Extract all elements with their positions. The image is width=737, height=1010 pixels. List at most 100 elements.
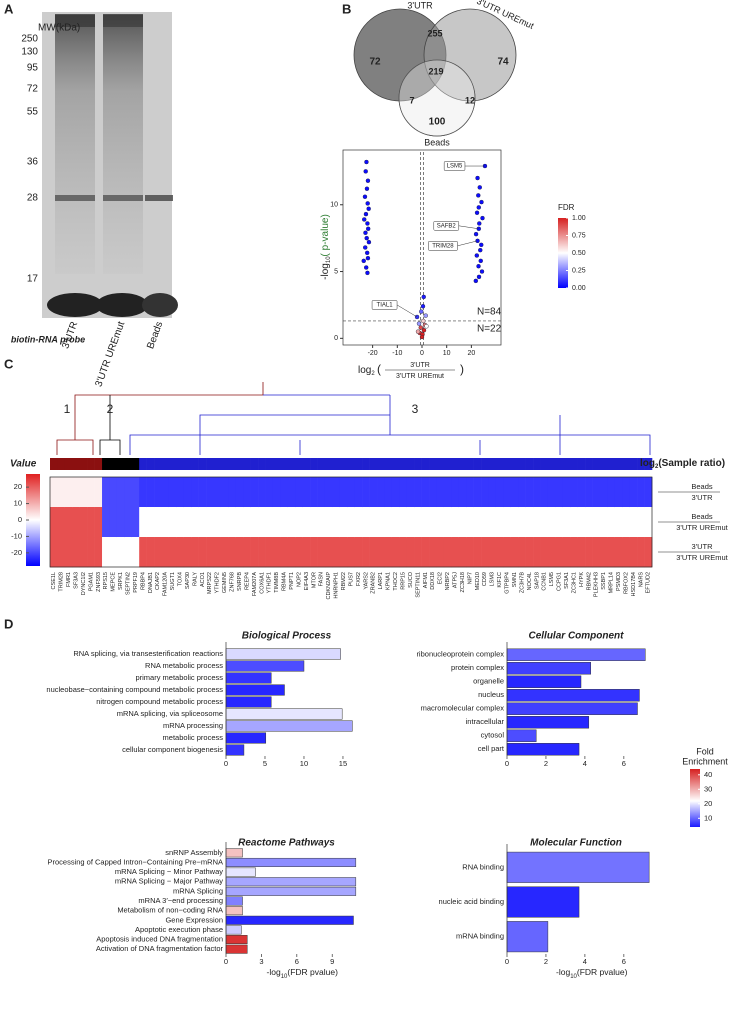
- cluster-bar: [94, 458, 103, 470]
- heatmap-cell: [168, 477, 177, 508]
- cluster-bar: [429, 458, 437, 470]
- heatmap-cell: [377, 477, 385, 508]
- gene-label: LSM5: [549, 572, 555, 586]
- category-label: nitrogen compound metabolic process: [96, 697, 223, 706]
- colorbar-label: 30: [704, 784, 712, 793]
- bar: [225, 867, 256, 877]
- heatmap-cell: [436, 477, 445, 508]
- x-tick-label: 3: [259, 957, 263, 966]
- cluster-bar: [243, 458, 251, 470]
- point: [479, 269, 485, 274]
- heatmap-cell: [414, 477, 422, 508]
- category-label: organelle: [473, 677, 504, 686]
- cluster-bar: [287, 458, 296, 470]
- bar: [225, 944, 248, 954]
- venn-count: 100: [429, 117, 446, 128]
- gene-label: REEP4: [244, 572, 250, 590]
- colorbar-label: 0.50: [572, 250, 586, 257]
- heatmap-cell: [347, 507, 356, 538]
- cluster-bar: [614, 458, 623, 470]
- heatmap-cell: [592, 477, 601, 508]
- x-axis-label: -log10(FDR pvalue): [556, 967, 628, 979]
- heatmap-cell: [369, 537, 378, 568]
- heatmap-cell: [533, 507, 541, 538]
- heatmap-cell: [131, 537, 140, 568]
- x-tick-label: 6: [622, 759, 626, 768]
- cluster-bar: [258, 458, 266, 470]
- heatmap-cell: [443, 477, 452, 508]
- x-tick-label: 6: [295, 957, 299, 966]
- category-label: mRNA Splicing − Minor Pathway: [115, 867, 223, 876]
- heatmap-cell: [406, 507, 415, 538]
- heatmap-cell: [220, 477, 229, 508]
- heatmap-cell: [258, 477, 266, 508]
- heatmap-cell: [94, 507, 103, 538]
- category-label: nucleic acid binding: [439, 897, 504, 906]
- cluster-bar: [637, 458, 645, 470]
- gene-label: YARS2: [363, 572, 369, 590]
- cluster-bar: [57, 458, 66, 470]
- heatmap-cell: [458, 477, 467, 508]
- annotation-box: [371, 300, 398, 310]
- point: [477, 221, 482, 226]
- heatmap-cell: [354, 507, 363, 538]
- gene-label: SEPTIN11: [415, 572, 421, 598]
- heatmap-cell: [555, 477, 564, 508]
- colorbar-label: 0.25: [572, 267, 586, 274]
- bar: [225, 857, 357, 867]
- gene-label: SAP18: [534, 572, 540, 589]
- heatmap-cell: [116, 537, 125, 568]
- heatmap-cell: [406, 477, 415, 508]
- heatmap-cell: [94, 477, 103, 508]
- heatmap-cell: [250, 537, 259, 568]
- legend-title: Value: [10, 459, 37, 470]
- gene-label: ZNF768: [230, 572, 236, 592]
- point: [362, 194, 368, 199]
- category-label: mRNA processing: [163, 721, 223, 730]
- y-axis-label: -log10( p-value): [320, 214, 332, 280]
- heatmap-cell: [198, 537, 207, 568]
- heatmap-cell: [57, 507, 66, 538]
- cluster-bar: [570, 458, 578, 470]
- cluster-bar: [510, 458, 519, 470]
- heatmap-cell: [287, 537, 296, 568]
- heatmap-cell: [451, 507, 460, 538]
- heatmap-cell: [525, 507, 534, 538]
- gene-label: SAP30: [185, 572, 191, 589]
- bar: [506, 689, 640, 702]
- cluster-bar: [562, 458, 571, 470]
- heatmap-cell: [488, 537, 497, 568]
- row-label: 3'UTR UREmut: [676, 553, 728, 562]
- legend-title: Fold: [696, 746, 714, 756]
- heatmap-cell: [265, 477, 274, 508]
- heatmap-cell: [607, 477, 616, 508]
- heatmap-cell: [139, 537, 147, 568]
- bar: [225, 672, 272, 684]
- point: [361, 258, 366, 264]
- heatmap-cell: [547, 537, 556, 568]
- heatmap-cell: [592, 507, 601, 538]
- cluster-bar: [124, 458, 133, 470]
- cluster-bar: [458, 458, 467, 470]
- heatmap-cell: [295, 477, 303, 508]
- x-axis-label-num: 3'UTR: [410, 362, 430, 369]
- bar: [506, 675, 582, 688]
- gene-label: CCNB1: [542, 572, 548, 591]
- colorbar-label: 1.00: [572, 215, 586, 222]
- point: [364, 186, 370, 191]
- gene-label: COX6A1: [259, 572, 265, 594]
- colorbar-label: 0: [18, 515, 22, 524]
- heatmap-cell: [183, 537, 192, 568]
- heatmap-cell: [429, 537, 437, 568]
- heatmap-cell: [429, 477, 437, 508]
- bar: [225, 848, 243, 858]
- category-label: nucleobase−containing compound metabolic…: [46, 685, 223, 694]
- heatmap-cell: [510, 507, 519, 538]
- point: [365, 226, 371, 232]
- gene-label: YTHDF2: [215, 572, 221, 593]
- heatmap-cell: [131, 507, 140, 538]
- bar: [225, 886, 357, 896]
- cluster-bar: [235, 458, 244, 470]
- heatmap-cell: [481, 507, 489, 538]
- heatmap-cell: [629, 477, 638, 508]
